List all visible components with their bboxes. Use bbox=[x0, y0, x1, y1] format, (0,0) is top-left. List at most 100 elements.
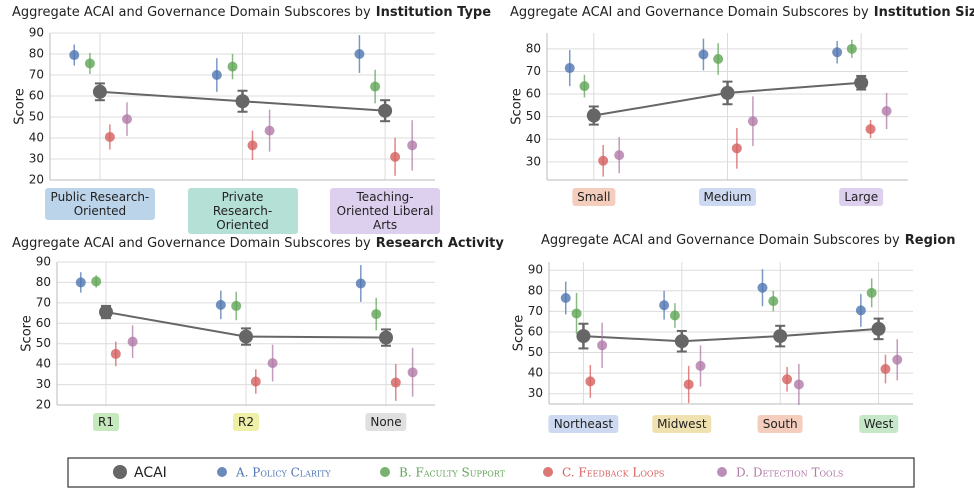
point bbox=[227, 61, 238, 72]
y-tick-label: 20 bbox=[36, 398, 51, 412]
legend-label: B. Faculty Support bbox=[399, 466, 506, 480]
point bbox=[564, 63, 575, 74]
point bbox=[235, 94, 250, 109]
legend-marker bbox=[717, 467, 727, 477]
point bbox=[881, 106, 892, 117]
y-tick-label: 70 bbox=[29, 68, 44, 82]
point bbox=[855, 305, 866, 316]
point bbox=[215, 299, 226, 310]
point bbox=[586, 108, 601, 123]
y-tick-label: 50 bbox=[36, 336, 51, 350]
point bbox=[91, 276, 102, 287]
point bbox=[585, 376, 596, 387]
point bbox=[211, 70, 222, 80]
y-tick-label: 60 bbox=[526, 87, 541, 101]
point bbox=[880, 364, 891, 375]
point bbox=[250, 376, 261, 387]
point bbox=[110, 348, 121, 359]
y-tick-label: 50 bbox=[528, 345, 543, 359]
y-tick-label: 40 bbox=[528, 366, 543, 380]
point bbox=[674, 334, 689, 349]
point bbox=[713, 54, 724, 65]
point bbox=[866, 287, 877, 298]
y-tick-label: 80 bbox=[29, 47, 44, 61]
chart-title: Aggregate ACAI and Governance Domain Sub… bbox=[12, 236, 504, 251]
y-axis-label: Score bbox=[512, 315, 527, 351]
point bbox=[576, 329, 591, 344]
y-axis-label: Score bbox=[13, 88, 28, 124]
y-tick-label: 20 bbox=[29, 173, 44, 187]
point bbox=[379, 330, 393, 345]
title-part: Research Activity bbox=[376, 236, 505, 251]
chart-title: Aggregate ACAI and Governance Domain Sub… bbox=[12, 5, 491, 20]
x-tick-label: Midwest bbox=[652, 415, 712, 433]
x-tick-label: Northeast bbox=[548, 415, 619, 433]
title-part: Aggregate ACAI and Governance Domain Sub… bbox=[541, 233, 900, 248]
chart-title: Aggregate ACAI and Governance Domain Sub… bbox=[541, 233, 956, 248]
point bbox=[579, 81, 590, 92]
y-tick-label: 30 bbox=[29, 152, 44, 166]
y-tick-label: 90 bbox=[36, 255, 51, 269]
point bbox=[390, 377, 401, 388]
point bbox=[598, 155, 609, 166]
x-tick-label: Medium bbox=[698, 188, 757, 206]
title-part: Aggregate ACAI and Governance Domain Sub… bbox=[12, 5, 371, 20]
y-tick-label: 30 bbox=[528, 386, 543, 400]
x-tick-label: R2 bbox=[233, 413, 259, 431]
y-axis-label: Score bbox=[510, 88, 525, 124]
point bbox=[846, 43, 857, 54]
title-part: Aggregate ACAI and Governance Domain Sub… bbox=[12, 236, 371, 251]
x-tick-label: Public Research-Oriented bbox=[44, 188, 155, 220]
x-tick-label: South bbox=[757, 415, 803, 433]
point bbox=[127, 336, 138, 347]
point bbox=[75, 277, 86, 288]
point bbox=[892, 354, 903, 365]
y-tick-label: 60 bbox=[528, 324, 543, 338]
y-tick-label: 50 bbox=[29, 110, 44, 124]
legend-marker bbox=[113, 465, 127, 479]
x-tick-label: West bbox=[858, 415, 899, 433]
point bbox=[92, 84, 107, 99]
y-tick-label: 90 bbox=[29, 26, 44, 40]
point bbox=[99, 305, 113, 320]
point bbox=[122, 114, 132, 125]
point bbox=[793, 379, 804, 390]
y-tick-label: 60 bbox=[29, 89, 44, 103]
x-tick-label: Teaching-Oriented Liberal Arts bbox=[330, 188, 441, 234]
point bbox=[69, 50, 80, 61]
y-tick-label: 80 bbox=[526, 41, 541, 55]
point bbox=[390, 151, 401, 162]
y-tick-label: 80 bbox=[528, 283, 543, 297]
point bbox=[747, 116, 758, 127]
y-axis-label: Score bbox=[20, 315, 35, 351]
point bbox=[768, 296, 779, 307]
y-tick-label: 70 bbox=[36, 295, 51, 309]
point bbox=[698, 49, 709, 60]
point bbox=[865, 124, 876, 135]
point bbox=[683, 379, 694, 390]
point bbox=[247, 140, 258, 151]
legend-label: ACAI bbox=[134, 465, 167, 481]
y-tick-label: 50 bbox=[526, 109, 541, 123]
x-tick-label: Small bbox=[572, 188, 616, 206]
point bbox=[264, 125, 275, 136]
y-tick-label: 80 bbox=[36, 275, 51, 289]
point bbox=[871, 321, 886, 336]
point bbox=[720, 85, 735, 100]
point bbox=[104, 131, 115, 142]
title-part: Aggregate ACAI and Governance Domain Sub… bbox=[510, 5, 869, 20]
legend-label: C. Feedback Loops bbox=[562, 466, 664, 480]
point bbox=[407, 140, 418, 151]
chart-title: Aggregate ACAI and Governance Domain Sub… bbox=[510, 5, 974, 20]
x-tick-label: R1 bbox=[93, 413, 119, 431]
y-tick-label: 90 bbox=[528, 263, 543, 277]
point bbox=[370, 81, 381, 92]
y-tick-label: 30 bbox=[526, 154, 541, 168]
title-part: Institution Type bbox=[376, 5, 491, 20]
point bbox=[231, 300, 242, 311]
point bbox=[84, 58, 95, 69]
title-part: Region bbox=[905, 233, 956, 248]
y-tick-label: 40 bbox=[36, 357, 51, 371]
